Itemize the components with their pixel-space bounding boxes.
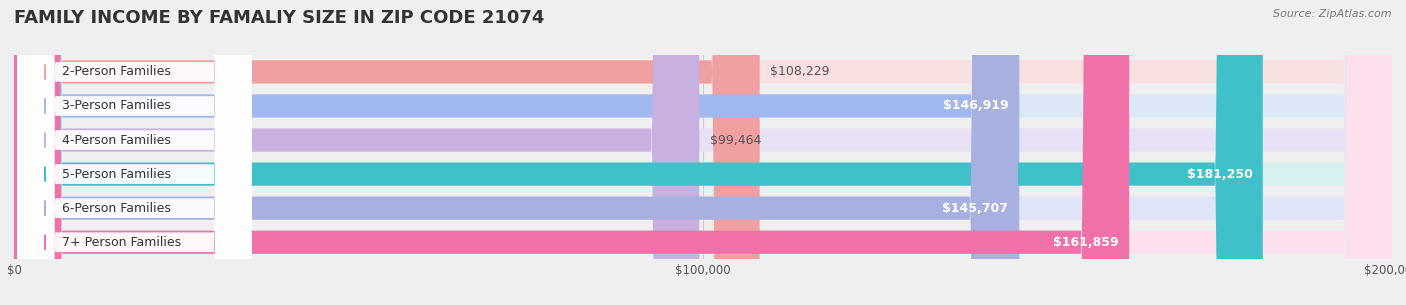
FancyBboxPatch shape xyxy=(17,0,252,305)
FancyBboxPatch shape xyxy=(14,0,699,305)
FancyBboxPatch shape xyxy=(17,0,252,305)
Text: 6-Person Families: 6-Person Families xyxy=(62,202,172,215)
Text: 2-Person Families: 2-Person Families xyxy=(62,66,172,78)
Text: 5-Person Families: 5-Person Families xyxy=(62,168,172,181)
FancyBboxPatch shape xyxy=(14,0,1018,305)
Text: $146,919: $146,919 xyxy=(943,99,1010,113)
FancyBboxPatch shape xyxy=(17,0,252,305)
FancyBboxPatch shape xyxy=(14,0,1392,305)
FancyBboxPatch shape xyxy=(14,0,1263,305)
Text: $181,250: $181,250 xyxy=(1187,168,1253,181)
Text: $108,229: $108,229 xyxy=(770,66,830,78)
FancyBboxPatch shape xyxy=(14,0,1392,305)
Text: $161,859: $161,859 xyxy=(1053,236,1119,249)
FancyBboxPatch shape xyxy=(14,0,1392,305)
FancyBboxPatch shape xyxy=(17,0,252,305)
Text: $145,707: $145,707 xyxy=(942,202,1008,215)
Text: 4-Person Families: 4-Person Families xyxy=(62,134,172,146)
Text: Source: ZipAtlas.com: Source: ZipAtlas.com xyxy=(1274,9,1392,19)
FancyBboxPatch shape xyxy=(14,0,1392,305)
Text: FAMILY INCOME BY FAMALIY SIZE IN ZIP CODE 21074: FAMILY INCOME BY FAMALIY SIZE IN ZIP COD… xyxy=(14,9,544,27)
Text: 3-Person Families: 3-Person Families xyxy=(62,99,172,113)
Text: 7+ Person Families: 7+ Person Families xyxy=(62,236,181,249)
FancyBboxPatch shape xyxy=(14,0,1019,305)
Text: $99,464: $99,464 xyxy=(710,134,761,146)
FancyBboxPatch shape xyxy=(14,0,759,305)
FancyBboxPatch shape xyxy=(14,0,1129,305)
FancyBboxPatch shape xyxy=(14,0,1392,305)
FancyBboxPatch shape xyxy=(17,0,252,305)
FancyBboxPatch shape xyxy=(17,0,252,305)
FancyBboxPatch shape xyxy=(14,0,1392,305)
